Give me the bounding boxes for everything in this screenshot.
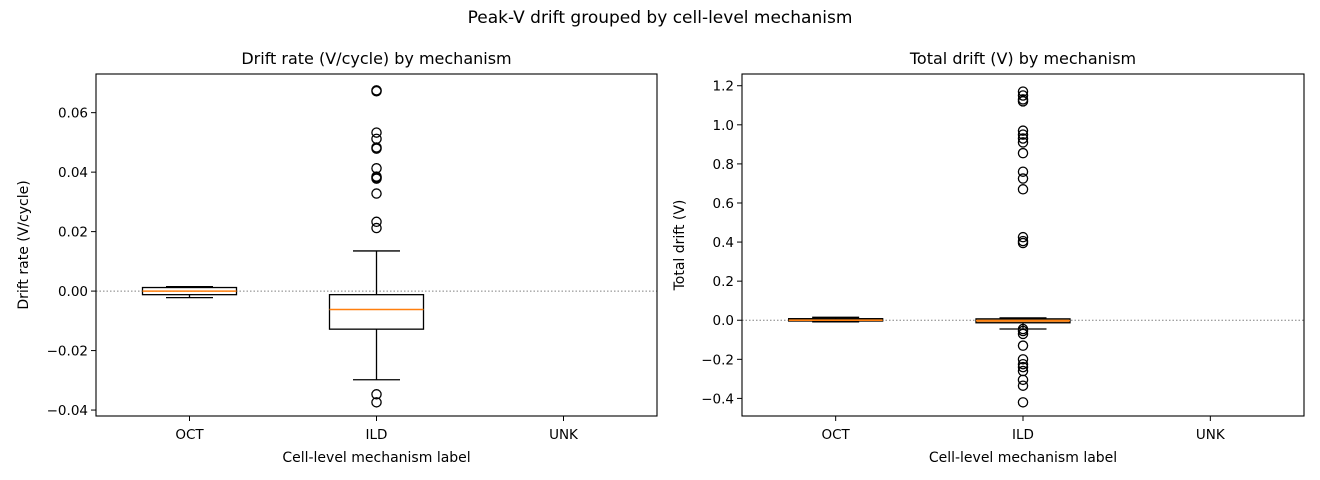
y-tick-label: 0.04 (58, 165, 88, 181)
x-tick-label: OCT (822, 427, 851, 443)
y-tick-label: 0.02 (58, 225, 88, 241)
outlier-point (1017, 328, 1029, 340)
outlier-point (1017, 125, 1029, 136)
outlier-point (1017, 374, 1029, 386)
y-tick-label: 0.0 (713, 313, 734, 329)
y-tick-label: −0.2 (701, 352, 734, 368)
outlier-point (1017, 137, 1029, 148)
outlier-point (1017, 129, 1029, 140)
outlier-point (371, 222, 382, 234)
x-tick-label: UNK (1196, 427, 1226, 443)
x-tick-label: OCT (175, 427, 204, 443)
outlier-point (1017, 358, 1029, 370)
outlier-point (1017, 340, 1029, 351)
outlier-point (1017, 397, 1029, 408)
y-tick-label: 1.2 (713, 79, 734, 95)
outlier-point (1017, 133, 1029, 144)
y-tick-label: 0.8 (713, 157, 734, 173)
x-axis-label: Cell-level mechanism label (929, 450, 1117, 466)
outlier-point (1017, 184, 1029, 195)
outlier-point (1017, 380, 1029, 391)
subplot-total-drift: Total drift (V) by mechanism −0.4 −0.2 0.0 0… (672, 49, 1305, 466)
outlier-point (1017, 166, 1029, 177)
outlier-point (371, 188, 382, 199)
y-tick-label: 1.0 (713, 118, 734, 134)
y-tick-label: −0.04 (47, 403, 88, 419)
outlier-point (1017, 173, 1029, 184)
subplot-drift-rate: Drift rate (V/cycle) by mechanism −0.04 −0… (16, 49, 658, 466)
box-oct (141, 285, 238, 299)
y-tick-label: 0.2 (713, 274, 734, 290)
outlier-point (1017, 90, 1029, 101)
y-tick-label: −0.4 (701, 391, 734, 407)
outlier-point (1017, 231, 1029, 243)
outlier-point (1017, 237, 1029, 249)
outlier-point (371, 133, 382, 145)
outlier-point (1017, 147, 1029, 159)
y-axis-label: Drift rate (V/cycle) (16, 180, 32, 309)
outlier-point (371, 127, 382, 138)
outlier-point (371, 172, 382, 183)
y-tick-label: 0.6 (713, 196, 734, 212)
x-tick-label: UNK (549, 427, 579, 443)
outlier-point (1017, 96, 1029, 107)
axes-frame (95, 73, 658, 417)
box-iqr (328, 294, 425, 330)
outlier-point (371, 85, 382, 96)
outlier-point (371, 216, 382, 228)
outlier-point (371, 397, 382, 408)
outlier-point (1017, 361, 1029, 373)
outlier-point (1017, 325, 1029, 337)
figure-title: Peak-V drift grouped by cell-level mecha… (467, 8, 853, 28)
y-tick-label: 0.06 (58, 106, 88, 122)
outlier-point (371, 143, 382, 154)
x-axis-label: Cell-level mechanism label (282, 450, 470, 466)
box-ild (328, 85, 425, 408)
x-tick-label: ILD (1012, 427, 1034, 443)
y-tick-label: 0.00 (58, 284, 88, 300)
subplot-title: Total drift (V) by mechanism (909, 49, 1136, 68)
y-tick-label: −0.02 (47, 344, 88, 360)
y-axis-label: Total drift (V) (672, 200, 688, 292)
outlier-point (371, 389, 382, 400)
axes-frame (741, 73, 1305, 417)
outlier-point (1017, 354, 1029, 365)
x-tick-label: ILD (366, 427, 388, 443)
subplot-title: Drift rate (V/cycle) by mechanism (241, 49, 511, 68)
box-ild (975, 86, 1071, 408)
box-oct (788, 316, 884, 323)
y-tick-label: 0.4 (713, 235, 734, 251)
